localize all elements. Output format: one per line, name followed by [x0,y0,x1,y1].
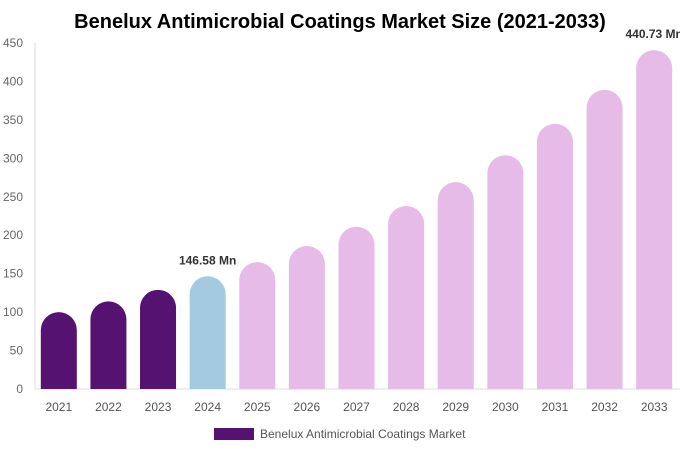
bar-2021 [40,312,77,389]
x-tick-label: 2028 [393,400,420,414]
x-tick-label: 2026 [294,400,321,414]
y-tick-label: 300 [3,151,23,165]
legend-swatch [214,428,254,440]
y-tick-label: 400 [3,74,23,88]
bar-2030 [487,155,524,389]
bar-2024 [189,276,226,389]
x-tick-label: 2027 [343,400,370,414]
bar-2029 [437,182,474,389]
y-tick-label: 100 [3,305,23,319]
bars [40,50,673,390]
y-tick-label: 200 [3,228,23,242]
bar-2022 [90,301,127,389]
bar-2028 [388,206,425,389]
data-label-2033: 440.73 Mn [626,27,680,41]
bar-2027 [338,226,375,389]
x-tick-label: 2024 [194,400,221,414]
y-tick-label: 350 [3,113,23,127]
bar-2031 [536,123,573,389]
x-tick-label: 2033 [641,400,668,414]
bar-2025 [239,262,276,389]
x-tick-label: 2022 [95,400,122,414]
x-tick-label: 2023 [145,400,172,414]
y-tick-label: 0 [16,382,23,396]
y-tick-label: 450 [3,36,23,50]
data-labels: 146.58 Mn 440.73 Mn [179,27,680,267]
x-tick-label: 2029 [442,400,469,414]
bar-2032 [586,89,623,389]
chart-title: Benelux Antimicrobial Coatings Market Si… [74,11,606,33]
bar-2026 [288,245,325,389]
y-tick-label: 50 [10,344,24,358]
x-tick-label: 2032 [591,400,618,414]
y-tick-label: 250 [3,190,23,204]
data-label-2024: 146.58 Mn [179,253,236,267]
bar-2033 [636,50,673,390]
y-tick-label: 150 [3,267,23,281]
x-tick-label: 2021 [45,400,72,414]
x-tick-label: 2031 [542,400,569,414]
legend-label: Benelux Antimicrobial Coatings Market [260,427,466,441]
x-tick-label: 2030 [492,400,519,414]
x-tick-label: 2025 [244,400,271,414]
bar-2023 [140,289,177,389]
x-axis: 2021 2022 2023 2024 2025 2026 2027 2028 2029 2030… [45,400,667,414]
